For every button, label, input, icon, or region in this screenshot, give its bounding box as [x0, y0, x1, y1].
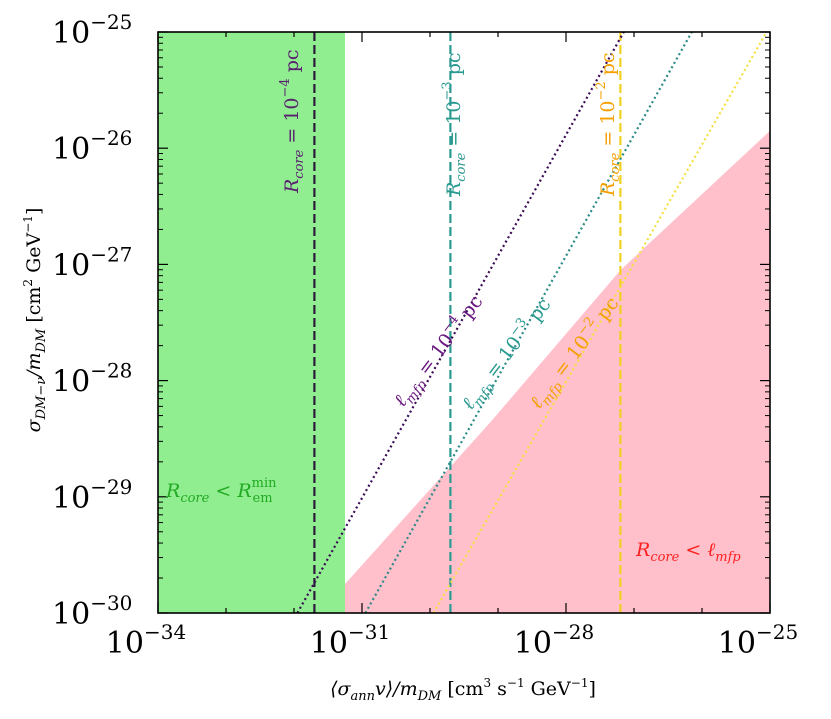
x-tick-label: 10−31	[310, 620, 390, 661]
x-axis-label: ⟨σannv⟩/mDM [cm3 s−1 GeV−1]	[330, 676, 596, 704]
label-region-green: Rcore < Rmin em	[165, 476, 277, 506]
x-tick-label: 10−34	[106, 620, 186, 661]
label-rcore-1e-2: Rcore = 10−2 pc	[594, 52, 623, 197]
diagonal-lines	[296, 31, 768, 614]
x-tick-label: 10−28	[514, 620, 594, 661]
vertical-lines	[313, 32, 622, 613]
label-rcore-1e-4: Rcore = 10−4 pc	[278, 49, 307, 194]
axis-ticks	[157, 31, 771, 614]
y-tick-label: 10−26	[52, 126, 132, 167]
plot-frame	[157, 31, 771, 614]
y-tick-label: 10−27	[52, 242, 132, 283]
label-region-pink: Rcore < ℓmfp	[635, 539, 741, 565]
x-tick-label: 10−25	[718, 620, 798, 661]
y-tick-labels: 10−30 10−29 10−28 10−27 10−26 10−25	[52, 10, 132, 632]
y-tick-label: 10−28	[52, 359, 132, 400]
y-tick-label: 10−29	[52, 475, 132, 516]
diag-line-2	[432, 31, 768, 614]
region-0	[158, 32, 345, 613]
label-rcore-1e-3: Rcore = 10−3 pc	[440, 52, 469, 197]
diag-line-0	[296, 31, 625, 614]
diag-line-1	[364, 31, 693, 614]
plot-area	[157, 31, 771, 614]
y-axis-label: σDM−ν/mDM [cm2 GeV−1]	[21, 208, 49, 433]
y-tick-label: 10−30	[52, 591, 132, 632]
x-tick-labels: 10−34 10−31 10−28 10−25	[106, 620, 798, 661]
y-tick-label: 10−25	[52, 10, 132, 51]
